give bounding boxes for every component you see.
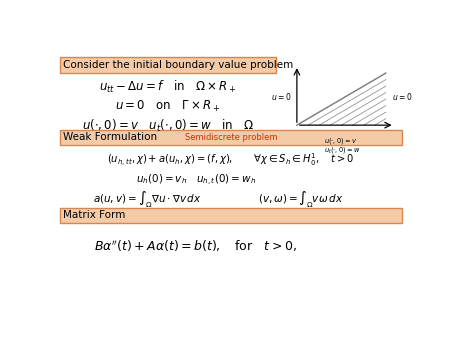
Text: $u(\cdot,0)=v$: $u(\cdot,0)=v$ <box>324 136 357 146</box>
Text: Consider the initial boundary value problem: Consider the initial boundary value prob… <box>63 60 293 70</box>
Text: $u = 0 \quad \mathrm{on} \quad \Gamma \times R_+$: $u = 0 \quad \mathrm{on} \quad \Gamma \t… <box>115 99 220 115</box>
Text: $u_t(\cdot,0)=w$: $u_t(\cdot,0)=w$ <box>324 145 360 155</box>
FancyBboxPatch shape <box>60 57 276 73</box>
Text: $B\alpha''(t) + A\alpha(t) = b(t), \quad \mathrm{for} \quad t > 0,$: $B\alpha''(t) + A\alpha(t) = b(t), \quad… <box>94 238 297 254</box>
Text: $(u_{h,tt}, \chi) + a(u_h, \chi) = (f,\chi), \qquad \forall \chi \in S_h \in H^1: $(u_{h,tt}, \chi) + a(u_h, \chi) = (f,\c… <box>107 151 354 168</box>
Text: $u=0$: $u=0$ <box>392 91 413 102</box>
Text: $u=0$: $u=0$ <box>271 91 292 102</box>
Text: $u_h(0) = v_h \quad u_{h,t}(0) = w_h$: $u_h(0) = v_h \quad u_{h,t}(0) = w_h$ <box>136 173 256 188</box>
Bar <box>297 73 386 125</box>
Text: $(v,\omega) = \int_{\Omega} v\omega\, dx$: $(v,\omega) = \int_{\Omega} v\omega\, dx… <box>258 190 343 210</box>
Text: $u_{tt} - \Delta u = f \quad \mathrm{in} \quad \Omega \times R_+$: $u_{tt} - \Delta u = f \quad \mathrm{in}… <box>99 79 237 95</box>
Text: $u(\cdot,0) = v \quad u_t(\cdot,0) = w \quad \mathrm{in} \quad \Omega$: $u(\cdot,0) = v \quad u_t(\cdot,0) = w \… <box>81 118 254 134</box>
Text: Semidiscrete problem: Semidiscrete problem <box>185 132 278 142</box>
FancyBboxPatch shape <box>60 208 401 223</box>
Text: Matrix Form: Matrix Form <box>63 210 126 220</box>
FancyBboxPatch shape <box>60 130 401 145</box>
Text: Weak Formulation: Weak Formulation <box>63 132 158 142</box>
Text: $a(u,v) = \int_{\Omega} \nabla u \cdot \nabla v\, dx$: $a(u,v) = \int_{\Omega} \nabla u \cdot \… <box>93 190 201 210</box>
